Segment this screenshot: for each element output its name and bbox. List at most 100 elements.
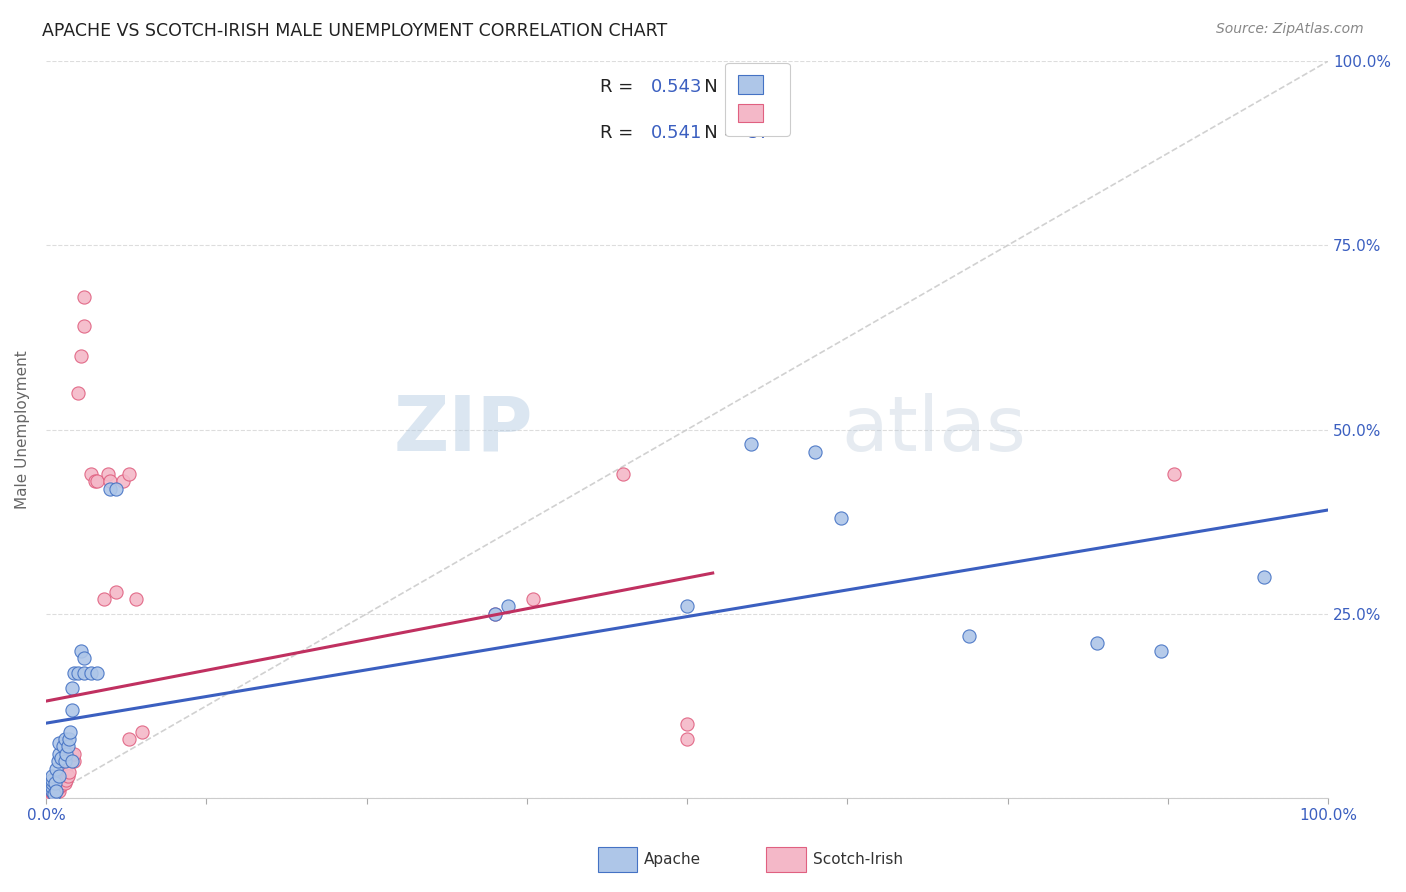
Point xyxy=(51,772,73,787)
Point xyxy=(41,772,63,787)
Point xyxy=(63,665,86,680)
Point xyxy=(73,290,96,304)
Point xyxy=(740,437,762,451)
Text: 0.543: 0.543 xyxy=(651,78,703,96)
Point xyxy=(66,665,89,680)
Point xyxy=(41,776,63,790)
Point xyxy=(56,769,79,783)
Point xyxy=(1163,467,1185,481)
Point xyxy=(53,732,76,747)
Point xyxy=(45,772,67,787)
Point xyxy=(105,482,128,496)
Point xyxy=(41,772,63,787)
Y-axis label: Male Unemployment: Male Unemployment xyxy=(15,351,30,509)
Point xyxy=(73,651,96,665)
Point xyxy=(830,511,852,525)
Point xyxy=(1085,636,1108,650)
Point xyxy=(58,732,80,747)
Point xyxy=(73,665,96,680)
Point xyxy=(51,778,73,792)
Text: N =: N = xyxy=(688,124,744,142)
Point xyxy=(45,778,67,792)
Point xyxy=(42,788,65,802)
Point xyxy=(48,769,70,783)
Point xyxy=(48,747,70,761)
Point xyxy=(41,776,63,790)
Point xyxy=(484,607,506,621)
Point xyxy=(93,592,115,607)
Point xyxy=(56,739,79,754)
Point xyxy=(86,474,108,488)
Point xyxy=(38,788,60,802)
Point xyxy=(86,665,108,680)
Point xyxy=(52,771,75,785)
Point xyxy=(676,717,699,731)
Point xyxy=(98,474,121,488)
Point xyxy=(46,775,69,789)
Point xyxy=(44,776,66,790)
Point xyxy=(58,765,80,780)
Point xyxy=(55,772,77,787)
Point xyxy=(51,750,73,764)
Text: Source: ZipAtlas.com: Source: ZipAtlas.com xyxy=(1216,22,1364,37)
Point xyxy=(1150,643,1173,657)
Text: Apache: Apache xyxy=(644,853,702,867)
Text: R =: R = xyxy=(600,124,638,142)
Point xyxy=(53,769,76,783)
Point xyxy=(60,681,83,695)
Point xyxy=(45,783,67,797)
Point xyxy=(41,780,63,794)
Point xyxy=(1253,570,1275,584)
Point xyxy=(53,776,76,790)
Point xyxy=(45,783,67,797)
Point xyxy=(44,778,66,792)
Point xyxy=(63,754,86,768)
Point xyxy=(83,474,105,488)
Point xyxy=(496,599,519,614)
Point xyxy=(69,643,91,657)
Point xyxy=(804,444,827,458)
Point xyxy=(125,592,148,607)
Point xyxy=(105,584,128,599)
Text: APACHE VS SCOTCH-IRISH MALE UNEMPLOYMENT CORRELATION CHART: APACHE VS SCOTCH-IRISH MALE UNEMPLOYMENT… xyxy=(42,22,668,40)
Point xyxy=(522,592,544,607)
Point xyxy=(48,783,70,797)
Text: N =: N = xyxy=(688,78,744,96)
Point xyxy=(111,474,134,488)
Text: ZIP: ZIP xyxy=(394,392,533,467)
Point xyxy=(69,349,91,363)
Point xyxy=(60,703,83,717)
Point xyxy=(612,467,634,481)
Point xyxy=(46,782,69,797)
Point xyxy=(42,785,65,799)
Point xyxy=(676,599,699,614)
Point xyxy=(52,775,75,789)
Point xyxy=(957,629,980,643)
Point xyxy=(80,467,103,481)
Point xyxy=(48,736,70,750)
Point xyxy=(80,665,103,680)
Point xyxy=(41,769,63,783)
Point xyxy=(41,783,63,797)
Point xyxy=(45,762,67,776)
Point xyxy=(60,750,83,764)
Text: atlas: atlas xyxy=(841,392,1026,467)
Point xyxy=(51,769,73,783)
Point xyxy=(46,754,69,768)
Point xyxy=(48,780,70,794)
Point xyxy=(55,765,77,780)
Text: 57: 57 xyxy=(748,124,770,142)
Text: R =: R = xyxy=(600,78,638,96)
Text: Scotch-Irish: Scotch-Irish xyxy=(813,853,903,867)
Point xyxy=(484,607,506,621)
Point xyxy=(59,724,82,739)
Point xyxy=(60,747,83,761)
Point xyxy=(55,747,77,761)
Point xyxy=(48,772,70,787)
Point xyxy=(131,724,153,739)
Point xyxy=(41,783,63,797)
Point xyxy=(118,732,141,747)
Point xyxy=(66,385,89,400)
Point xyxy=(39,785,62,799)
Point xyxy=(63,747,86,761)
